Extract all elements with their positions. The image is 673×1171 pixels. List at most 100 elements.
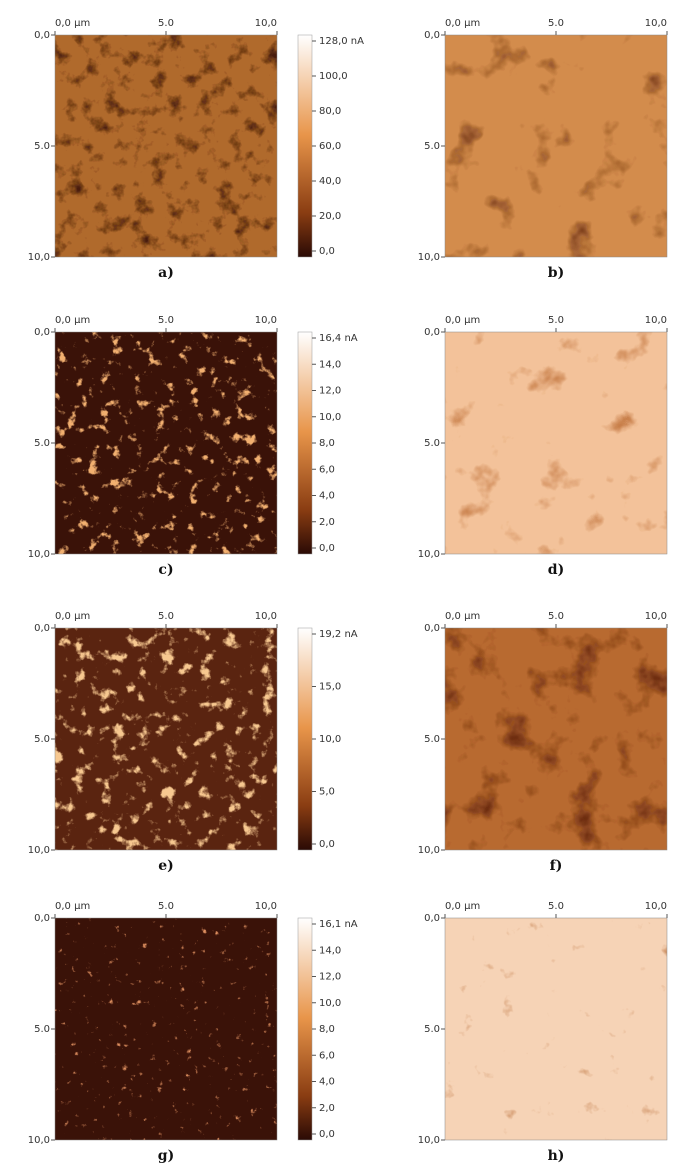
- y-axis-label: 10,0: [418, 1135, 440, 1146]
- y-axis-label: 10,0: [418, 845, 440, 856]
- afm-texture: [55, 332, 277, 554]
- x-axis-label: 0,0 µm: [55, 611, 90, 622]
- y-axis-label: 10,0: [418, 549, 440, 560]
- colorbar-label: 0,0: [319, 543, 335, 554]
- colorbar: [298, 35, 312, 257]
- x-axis-label: 5.0: [548, 901, 564, 912]
- y-axis-label: 0,0: [424, 623, 440, 634]
- x-axis-label: 5.0: [548, 611, 564, 622]
- panel-label: f): [550, 858, 563, 874]
- y-axis-label: 5.0: [424, 734, 440, 745]
- colorbar-label: 19,2 nA: [319, 629, 358, 640]
- panel-label: c): [158, 562, 173, 578]
- y-axis-label: 10,0: [28, 252, 50, 263]
- afm-texture: [55, 628, 277, 850]
- colorbar-label: 0,0: [319, 1129, 335, 1140]
- colorbar-label: 8,0: [319, 438, 335, 449]
- y-axis-label: 5.0: [424, 141, 440, 152]
- x-axis-label: 10,0: [645, 315, 667, 326]
- x-axis-label: 0,0 µm: [445, 315, 480, 326]
- y-axis-label: 5.0: [34, 734, 50, 745]
- panel-label: a): [158, 265, 174, 281]
- colorbar-label: 8,0: [319, 1024, 335, 1035]
- colorbar-label: 10,0: [319, 412, 341, 423]
- x-axis-label: 0,0 µm: [55, 315, 90, 326]
- colorbar-label: 15,0: [319, 682, 341, 693]
- colorbar-label: 16,4 nA: [319, 333, 358, 344]
- x-axis-label: 10,0: [645, 611, 667, 622]
- y-axis-label: 0,0: [424, 913, 440, 924]
- x-axis-label: 0,0 µm: [445, 901, 480, 912]
- panel-label: e): [158, 858, 174, 874]
- colorbar-label: 2,0: [319, 517, 335, 528]
- colorbar-label: 4,0: [319, 1077, 335, 1088]
- y-axis-label: 0,0: [34, 30, 50, 41]
- y-axis-label: 10,0: [28, 845, 50, 856]
- panel: 0,0 µm 5.0 10,0 0,0 5.0 10,0 f): [418, 611, 667, 874]
- x-axis-label: 5.0: [548, 315, 564, 326]
- y-axis-label: 10,0: [28, 1135, 50, 1146]
- x-axis-label: 0,0 µm: [445, 18, 480, 29]
- y-axis-label: 5.0: [34, 1024, 50, 1035]
- panel: 0,0 µm 5.0 10,0 0,0 5.0 10,0 e) 19,2 nA 15,0 10,0…: [28, 611, 358, 874]
- x-axis-label: 5.0: [158, 901, 174, 912]
- afm-texture: [445, 332, 667, 554]
- colorbar-label: 20,0: [319, 211, 341, 222]
- y-axis-label: 10,0: [28, 549, 50, 560]
- page: 0,0 µm5.010,00,05.010,0a)128,0 nA100,080…: [0, 0, 673, 1171]
- afm-texture: [55, 35, 277, 257]
- panel-label: h): [548, 1148, 565, 1164]
- panel-label: b): [548, 265, 564, 281]
- colorbar-label: 10,0: [319, 998, 341, 1009]
- panel-label: d): [548, 562, 564, 578]
- afm-texture: [445, 918, 667, 1140]
- colorbar-label: 4,0: [319, 491, 335, 502]
- colorbar-label: 5,0: [319, 787, 335, 798]
- panel: 0,0 µm 5.0 10,0 0,0 5.0 10,0 b): [418, 18, 667, 281]
- colorbar: [298, 918, 312, 1140]
- colorbar-label: 2,0: [319, 1103, 335, 1114]
- y-axis-label: 0,0: [424, 327, 440, 338]
- colorbar-label: 14,0: [319, 945, 341, 956]
- colorbar-label: 100,0: [319, 71, 348, 82]
- panel: 0,0 µm 5.0 10,0 0,0 5.0 10,0 g) 16,1 nA 14,0 12,0…: [28, 901, 358, 1164]
- y-axis-label: 0,0: [34, 623, 50, 634]
- x-axis-label: 10,0: [645, 18, 667, 29]
- x-axis-label: 5.0: [158, 18, 174, 29]
- colorbar-label: 6,0: [319, 464, 335, 475]
- afm-texture: [445, 35, 667, 257]
- x-axis-label: 0,0 µm: [445, 611, 480, 622]
- x-axis-label: 10,0: [255, 18, 277, 29]
- x-axis-label: 0,0 µm: [55, 18, 90, 29]
- afm-texture: [445, 628, 667, 850]
- y-axis-label: 0,0: [424, 30, 440, 41]
- colorbar-label: 10,0: [319, 734, 341, 745]
- x-axis-label: 5.0: [158, 611, 174, 622]
- x-axis-label: 10,0: [255, 901, 277, 912]
- colorbar-label: 6,0: [319, 1050, 335, 1061]
- colorbar-label: 40,0: [319, 176, 341, 187]
- colorbar-label: 0,0: [319, 839, 335, 850]
- x-axis-label: 10,0: [255, 611, 277, 622]
- colorbar-label: 80,0: [319, 106, 341, 117]
- x-axis-label: 10,0: [255, 315, 277, 326]
- y-axis-label: 10,0: [418, 252, 440, 263]
- y-axis-label: 5.0: [34, 438, 50, 449]
- y-axis-label: 5.0: [34, 141, 50, 152]
- x-axis-label: 5.0: [548, 18, 564, 29]
- x-axis-label: 0,0 µm: [55, 901, 90, 912]
- panel-label: g): [158, 1148, 174, 1164]
- colorbar: [298, 332, 312, 554]
- figure: 0,0 µm5.010,00,05.010,0a)128,0 nA100,080…: [0, 0, 673, 1171]
- colorbar: [298, 628, 312, 850]
- colorbar-label: 12,0: [319, 386, 341, 397]
- colorbar-label: 12,0: [319, 972, 341, 983]
- colorbar-label: 16,1 nA: [319, 919, 358, 930]
- y-axis-label: 0,0: [34, 327, 50, 338]
- colorbar-label: 14,0: [319, 359, 341, 370]
- x-axis-label: 10,0: [645, 901, 667, 912]
- afm-texture: [55, 918, 277, 1140]
